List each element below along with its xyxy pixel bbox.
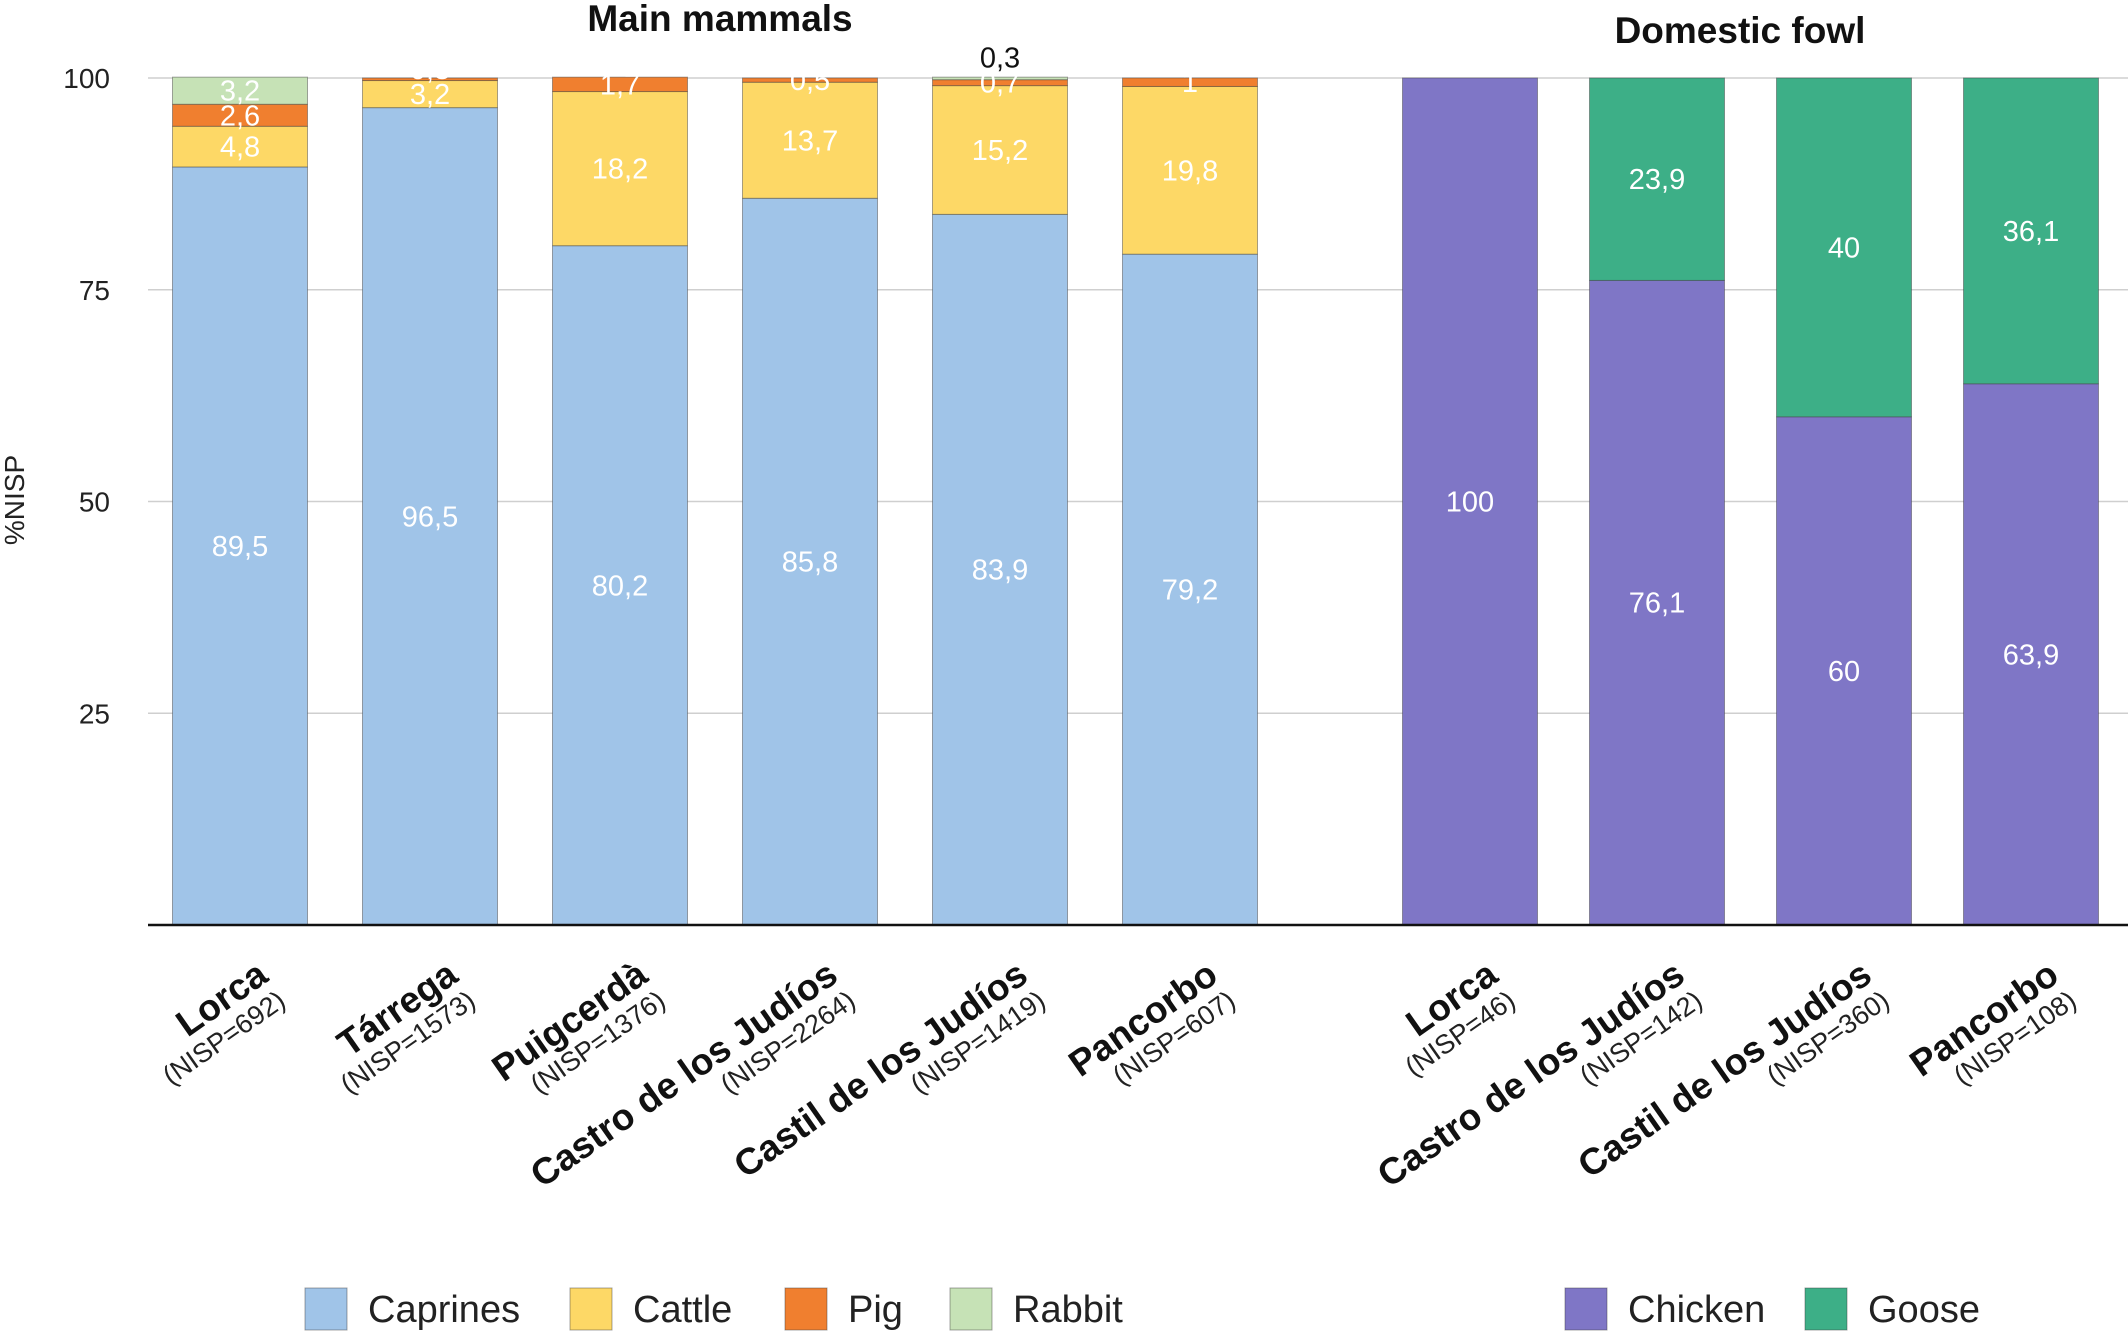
data-label-castil-de-los-judios-caprines: 83,9 xyxy=(972,555,1028,587)
bar-pancorbo-caprines xyxy=(1122,253,1258,926)
data-label-puigcerda-cattle: 18,2 xyxy=(592,154,648,186)
bar-castil-de-los-judios-caprines xyxy=(932,213,1068,926)
data-label-pancorbo-pig: 1 xyxy=(1182,67,1198,99)
bar-castro-de-los-judios-chicken xyxy=(1589,279,1725,926)
bar-lorca-cattle xyxy=(172,125,308,168)
data-label-lorca-chicken: 100 xyxy=(1446,487,1494,519)
category-label-lorca: Lorca(NISP=692) xyxy=(157,953,290,1091)
bar-pancorbo-goose xyxy=(1963,77,2099,385)
legend-label-caprines: Caprines xyxy=(368,1289,520,1331)
bar-puigcerda-caprines xyxy=(552,245,688,926)
data-label-castro-de-los-judios-pig: 0,5 xyxy=(790,65,830,97)
data-label-lorca-cattle: 4,8 xyxy=(220,132,260,164)
bar-castil-de-los-judios-chicken xyxy=(1776,416,1912,926)
data-label-tarrega-caprines: 96,5 xyxy=(402,501,458,533)
legend-swatch-caprines xyxy=(304,1287,348,1331)
category-label-castro-de-los-judios: Castro de los Judíos(NISP=142) xyxy=(1370,953,1708,1195)
bar-castro-de-los-judios-caprines xyxy=(742,197,878,926)
data-label-castil-de-los-judios-chicken: 60 xyxy=(1828,656,1860,688)
bar-lorca-caprines xyxy=(172,166,308,926)
legend-swatch-rabbit xyxy=(949,1287,993,1331)
bar-castil-de-los-judios-rabbit xyxy=(932,76,1068,81)
data-label-lorca-caprines: 89,5 xyxy=(212,531,268,563)
y-tick-100: 100 xyxy=(63,63,110,94)
axes: 25 50 75 100 xyxy=(63,63,2128,927)
legend-label-rabbit: Rabbit xyxy=(1013,1289,1123,1331)
data-label-tarrega-cattle: 3,2 xyxy=(410,79,450,111)
y-tick-25: 25 xyxy=(79,698,110,729)
legend-swatch-pig xyxy=(784,1287,828,1331)
data-label-lorca-pig: 2,6 xyxy=(220,100,260,132)
legend: Caprines Cattle Pig Rabbit Chicken Goose xyxy=(304,1287,1980,1331)
data-label-castro-de-los-judios-cattle: 13,7 xyxy=(782,125,838,157)
bar-castro-de-los-judios-pig xyxy=(742,77,878,83)
category-label-pancorbo: Pancorbo(NISP=607) xyxy=(1061,953,1240,1091)
bar-castro-de-los-judios-cattle xyxy=(742,81,878,199)
bar-lorca-chicken xyxy=(1402,77,1538,926)
y-tick-75: 75 xyxy=(79,275,110,306)
data-label-puigcerda-pig: 1,7 xyxy=(600,69,640,101)
bar-tarrega-caprines xyxy=(362,107,498,926)
data-label-pancorbo-goose: 36,1 xyxy=(2003,216,2059,248)
legend-label-goose: Goose xyxy=(1868,1289,1980,1331)
bar-pancorbo-pig xyxy=(1122,77,1258,87)
panel-title-main-mammals: Main mammals xyxy=(587,0,852,39)
bars xyxy=(172,76,2099,926)
data-label-castro-de-los-judios-goose: 23,9 xyxy=(1629,164,1685,196)
data-label-castro-de-los-judios-chicken: 76,1 xyxy=(1629,588,1685,620)
bar-pancorbo-cattle xyxy=(1122,85,1258,255)
data-label-pancorbo-cattle: 19,8 xyxy=(1162,155,1218,187)
legend-label-chicken: Chicken xyxy=(1628,1289,1765,1331)
category-label-pancorbo: Pancorbo(NISP=108) xyxy=(1902,953,2081,1091)
bar-puigcerda-pig xyxy=(552,76,688,93)
bar-lorca-rabbit xyxy=(172,76,308,105)
bar-castro-de-los-judios-goose xyxy=(1589,77,1725,281)
category-label-tarrega: Tárrega(NISP=1573) xyxy=(330,953,481,1100)
bar-tarrega-cattle xyxy=(362,80,498,109)
y-tick-50: 50 xyxy=(79,487,110,518)
bar-tarrega-pig xyxy=(362,77,498,82)
data-label-tarrega-pig: 0,3 xyxy=(410,54,450,86)
data-label-puigcerda-caprines: 80,2 xyxy=(592,570,648,602)
data-label-castil-de-los-judios-goose: 40 xyxy=(1828,232,1860,264)
bar-castil-de-los-judios-goose xyxy=(1776,77,1912,418)
legend-swatch-chicken xyxy=(1564,1287,1608,1331)
legend-label-cattle: Cattle xyxy=(633,1289,732,1331)
data-label-pancorbo-caprines: 79,2 xyxy=(1162,575,1218,607)
data-label-pancorbo-chicken: 63,9 xyxy=(2003,639,2059,671)
data-label-castro-de-los-judios-caprines: 85,8 xyxy=(782,547,838,579)
bar-puigcerda-cattle xyxy=(552,91,688,247)
data-label-castil-de-los-judios-cattle: 15,2 xyxy=(972,135,1028,167)
legend-swatch-cattle xyxy=(569,1287,613,1331)
bar-castil-de-los-judios-cattle xyxy=(932,85,1068,215)
y-axis-label: %NISP xyxy=(0,455,30,545)
data-label-castil-de-los-judios-pig: 0,7 xyxy=(980,68,1020,100)
panel-title-domestic-fowl: Domestic fowl xyxy=(1615,10,1866,51)
legend-swatch-goose xyxy=(1804,1287,1848,1331)
category-label-lorca: Lorca(NISP=46) xyxy=(1399,953,1521,1082)
data-labels: 89,54,82,63,296,53,20,380,218,21,785,813… xyxy=(212,43,2059,688)
category-labels: Lorca(NISP=692) Tárrega(NISP=1573) Puigcer… xyxy=(157,953,2081,1196)
bar-pancorbo-chicken xyxy=(1963,383,2099,926)
legend-label-pig: Pig xyxy=(848,1289,903,1331)
data-label-lorca-rabbit: 3,2 xyxy=(220,75,260,107)
data-label-castil-de-los-judios-rabbit: 0,3 xyxy=(980,43,1020,75)
